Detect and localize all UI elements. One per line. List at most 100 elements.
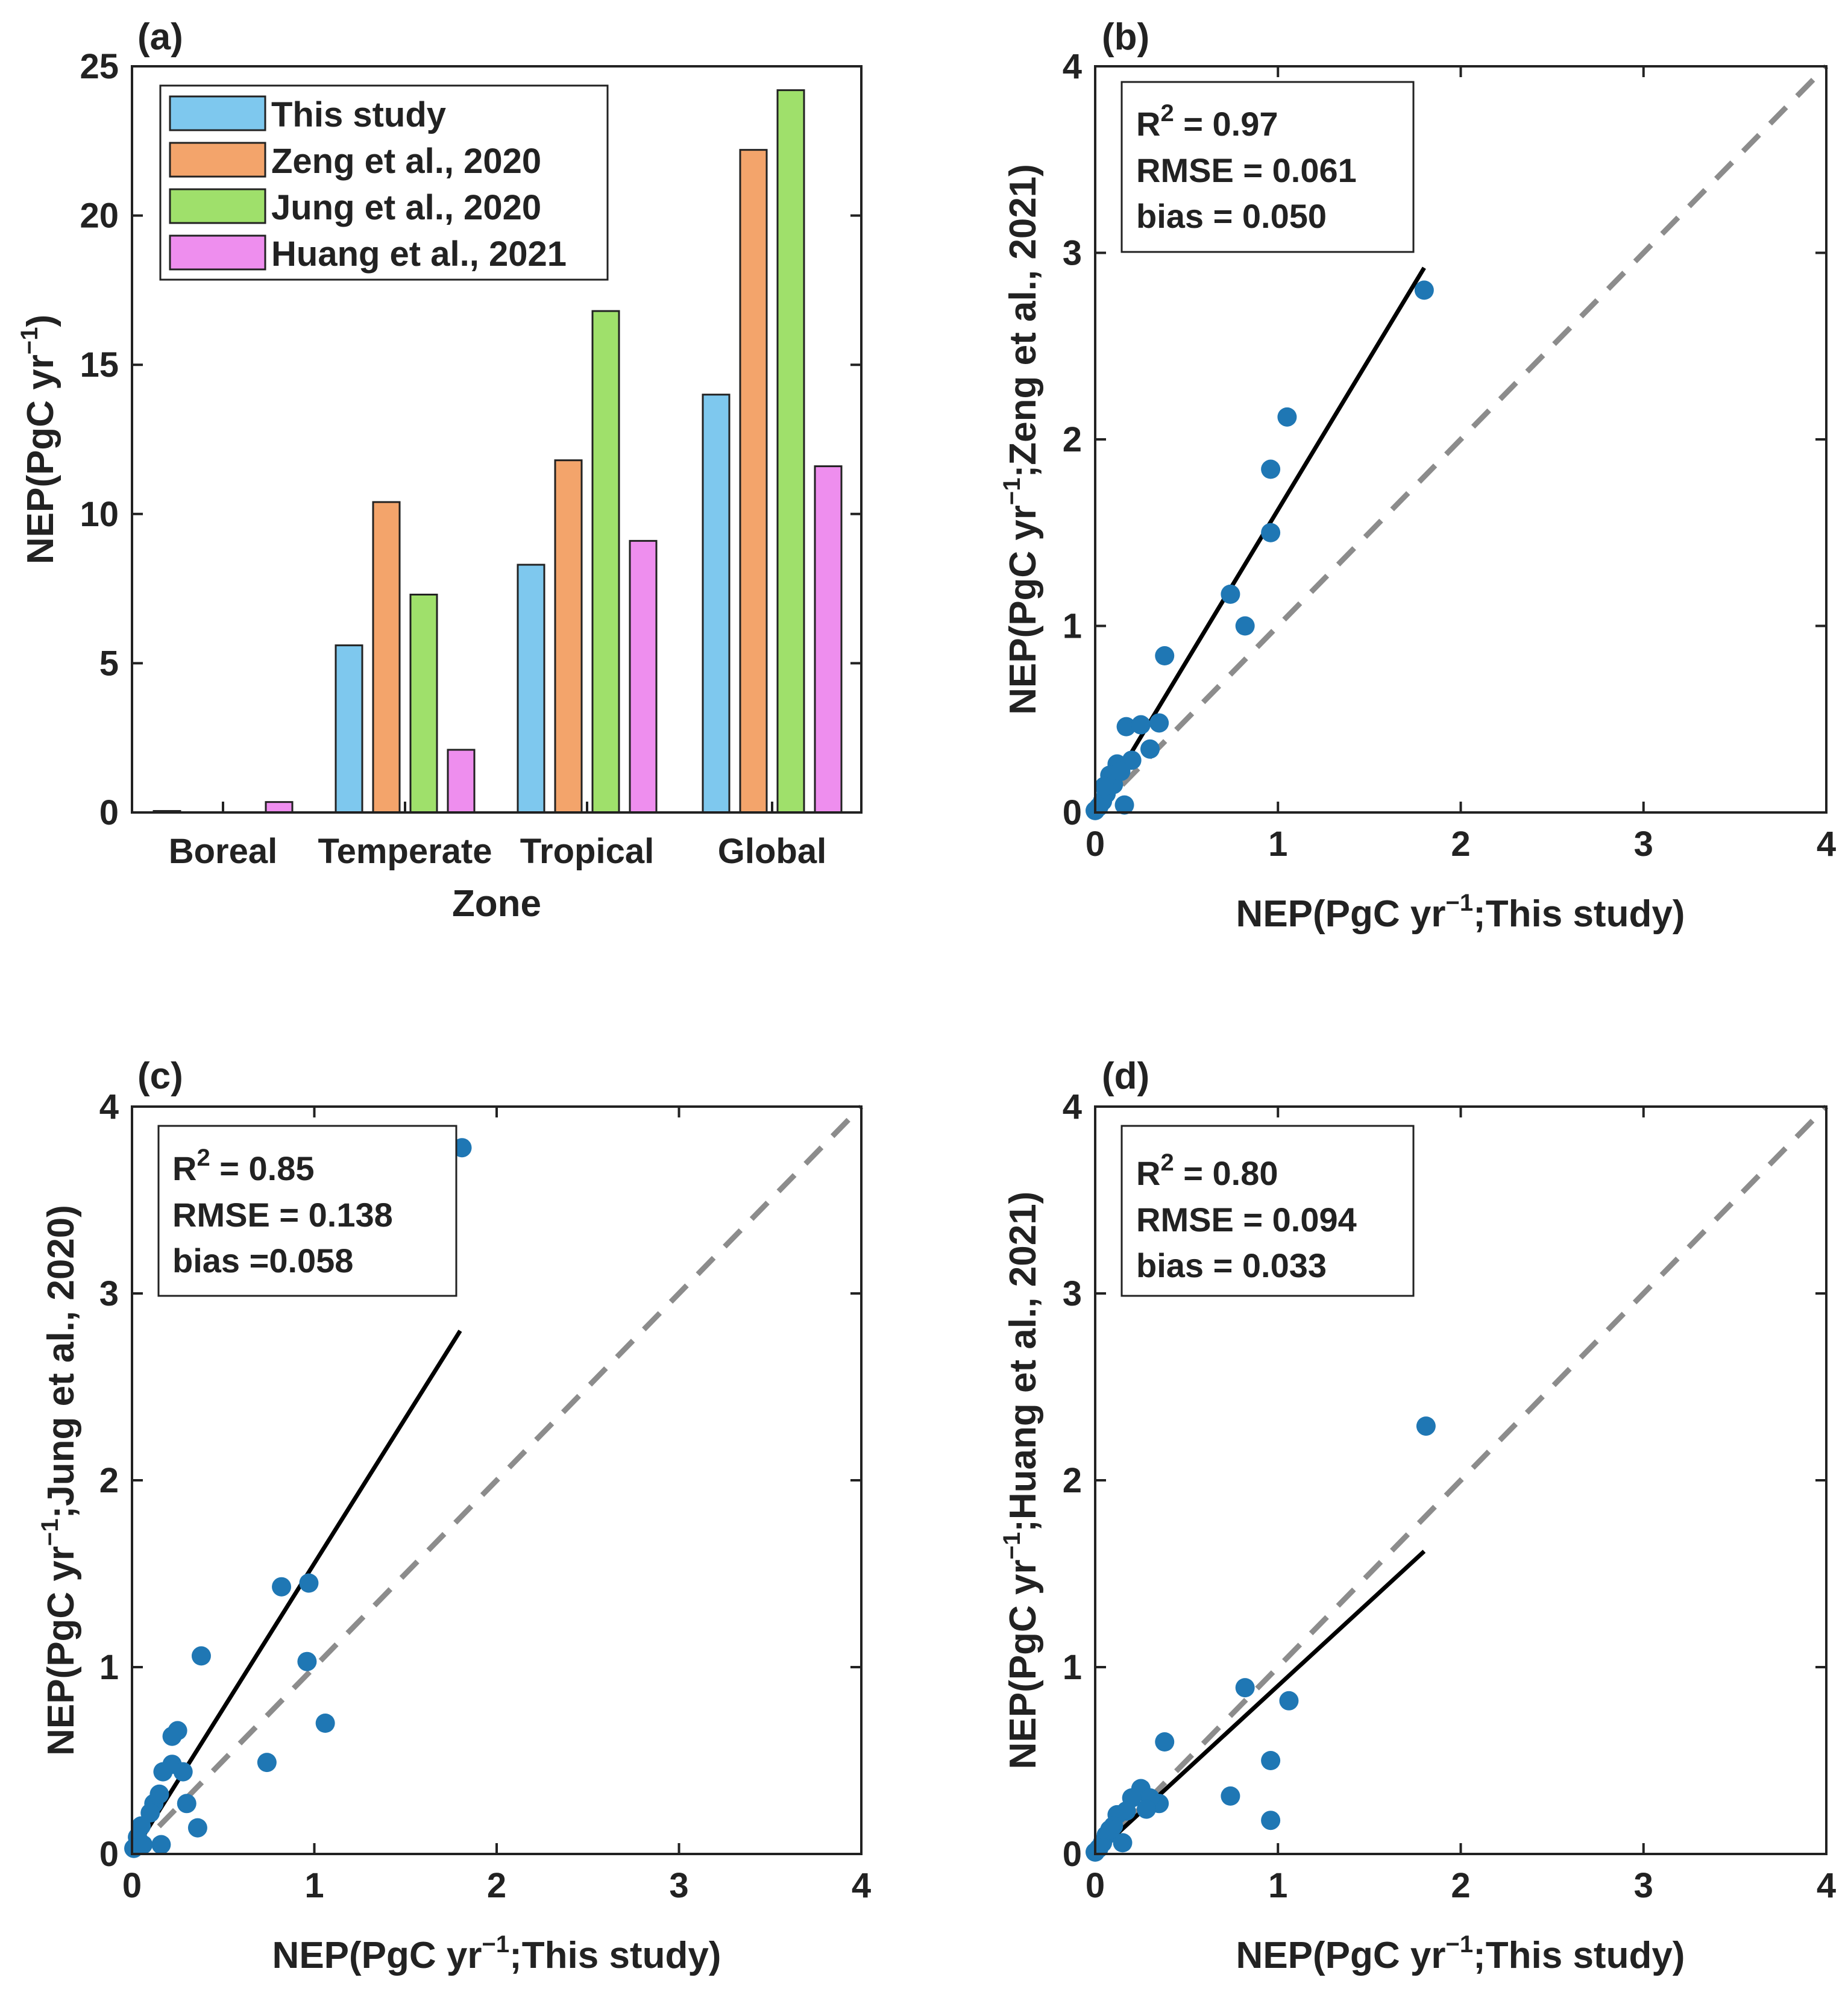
a-ytick-label: 5 bbox=[99, 644, 119, 683]
panel-c-rmse: RMSE = 0.138 bbox=[172, 1196, 393, 1234]
panel-d-bias: bias = 0.033 bbox=[1136, 1246, 1327, 1284]
scatter-point bbox=[153, 1762, 173, 1782]
a-ytick-label: 0 bbox=[99, 793, 119, 832]
panel-b-stats-box: R2 = 0.97 RMSE = 0.061 bias = 0.050 bbox=[1120, 81, 1415, 253]
bar-temperate-series-2 bbox=[409, 594, 438, 814]
panel-a-legend: This study Zeng et al., 2020 Jung et al.… bbox=[159, 84, 609, 281]
scatter-point bbox=[1221, 1786, 1240, 1806]
a-xtick-label-boreal: Boreal bbox=[169, 832, 278, 871]
panel-b-xlabel: NEP(PgC yr−1;This study) bbox=[1236, 890, 1685, 935]
scatter-point bbox=[149, 1784, 169, 1804]
panel-c-label: (c) bbox=[137, 1055, 183, 1097]
xtick-label: 1 bbox=[1268, 825, 1287, 864]
scatter-point bbox=[1261, 1751, 1281, 1770]
a-ytick-label: 25 bbox=[80, 47, 119, 86]
panel-a-axes-box bbox=[131, 65, 863, 814]
panel-c-r2: R2 = 0.85 bbox=[172, 1145, 315, 1187]
scatter-point bbox=[191, 1646, 211, 1666]
stats-box bbox=[157, 1125, 457, 1297]
a-ytick-label: 20 bbox=[80, 196, 119, 236]
panel-d-rmse: RMSE = 0.094 bbox=[1136, 1201, 1357, 1239]
legend-swatch-huang bbox=[169, 234, 266, 271]
scatter-point bbox=[315, 1714, 335, 1733]
scatter-point bbox=[177, 1794, 196, 1814]
panel-d-xlabel: NEP(PgC yr−1;This study) bbox=[1236, 1931, 1685, 1976]
panel-d-axes-box bbox=[1094, 1105, 1828, 1855]
panel-b-rmse: RMSE = 0.061 bbox=[1136, 151, 1357, 189]
scatter-point bbox=[1113, 1833, 1133, 1853]
xtick-label: 3 bbox=[1634, 825, 1653, 864]
scatter-point bbox=[1414, 280, 1434, 300]
xtick-label: 4 bbox=[852, 1866, 871, 1905]
scatter-point bbox=[299, 1573, 319, 1593]
panel-b-ylabel: NEP(PgC yr−1;Zeng et al., 2021) bbox=[999, 164, 1044, 715]
legend-label-zeng: Zeng et al., 2020 bbox=[271, 142, 541, 181]
legend-swatch-jung bbox=[169, 188, 266, 224]
a-ytick-label: 15 bbox=[80, 345, 119, 385]
scatter-point bbox=[1221, 584, 1240, 604]
one-to-one-line bbox=[1093, 64, 1829, 815]
a-xtick-label-tropical: Tropical bbox=[520, 832, 654, 871]
ytick-label: 2 bbox=[1063, 1461, 1082, 1500]
scatter-point bbox=[1131, 715, 1151, 735]
panel-b-r2: R2 = 0.97 bbox=[1136, 100, 1278, 143]
panel-d-r2: R2 = 0.80 bbox=[1136, 1149, 1278, 1192]
panel-b-label: (b) bbox=[1102, 16, 1149, 58]
panel-a-label: (a) bbox=[137, 16, 183, 58]
bar-temperate-series-1 bbox=[372, 501, 401, 814]
scatter-point bbox=[1155, 1732, 1175, 1752]
panel-c-bias: bias =0.058 bbox=[172, 1242, 353, 1280]
scatter-point bbox=[1111, 761, 1131, 781]
scatter-point bbox=[1279, 1691, 1299, 1711]
scatter-point bbox=[1277, 407, 1297, 427]
scatter-point bbox=[1235, 1678, 1255, 1698]
panel-a-xlabel: Zone bbox=[452, 883, 541, 925]
xtick-label: 0 bbox=[122, 1866, 142, 1905]
ytick-label: 3 bbox=[1063, 1274, 1082, 1313]
bar-boreal-series-3 bbox=[265, 801, 294, 814]
scatter-point bbox=[1100, 1820, 1120, 1840]
scatter-point bbox=[1136, 1799, 1156, 1819]
panel-c-scatter: (c) 00 1 1 2 2 3 3 4 4 R2 = 0.85 RMSE = 0.138 bi… bbox=[37, 1055, 871, 1976]
panel-a-bar-chart: (a) 0 5 10 15 20 25 Boreal Temperate Tropical Gl… bbox=[16, 16, 863, 925]
scatter-point bbox=[272, 1577, 292, 1597]
one-to-one-line bbox=[1093, 1104, 1829, 1856]
bar-global-series-0 bbox=[702, 394, 731, 814]
xtick-label: 4 bbox=[1817, 1866, 1836, 1905]
scatter-point bbox=[1155, 646, 1175, 666]
xtick-label: 2 bbox=[487, 1866, 506, 1905]
ytick-label: 2 bbox=[1063, 420, 1082, 459]
scatter-point bbox=[1261, 459, 1281, 479]
legend-label-huang: Huang et al., 2021 bbox=[271, 234, 567, 274]
one-to-one-line bbox=[130, 1104, 864, 1856]
scatter-point bbox=[1116, 717, 1136, 737]
bar-temperate-series-0 bbox=[335, 644, 363, 814]
scatter-point bbox=[151, 1835, 171, 1855]
scatter-point bbox=[452, 1138, 472, 1158]
ytick-label: 1 bbox=[99, 1648, 119, 1687]
scatter-point bbox=[297, 1651, 317, 1671]
panel-c-stats-box: R2 = 0.85 RMSE = 0.138 bias =0.058 bbox=[157, 1125, 457, 1297]
scatter-point bbox=[1095, 776, 1114, 796]
scatter-point bbox=[1140, 739, 1160, 759]
stats-box bbox=[1120, 1125, 1415, 1297]
xtick-label: 0 bbox=[1086, 825, 1105, 864]
ytick-label: 4 bbox=[1063, 47, 1082, 86]
panel-d-stats-box: R2 = 0.80 RMSE = 0.094 bias = 0.033 bbox=[1120, 1125, 1415, 1297]
panel-b-axes-box bbox=[1094, 65, 1828, 814]
scatter-point bbox=[257, 1753, 277, 1773]
ytick-label: 3 bbox=[99, 1274, 119, 1313]
xtick-label: 2 bbox=[1451, 825, 1470, 864]
scatter-point bbox=[162, 1726, 182, 1746]
ytick-label: 2 bbox=[99, 1461, 119, 1500]
panel-b-scatter: (b) 00 1 1 2 2 3 3 4 4 R2 = 0.97 RMSE = 0.061 bi… bbox=[999, 16, 1836, 935]
ytick-label: 4 bbox=[99, 1087, 119, 1126]
bar-tropical-series-3 bbox=[629, 539, 658, 814]
ytick-label: 1 bbox=[1063, 607, 1082, 646]
xtick-label: 3 bbox=[669, 1866, 688, 1905]
ytick-label: 0 bbox=[1063, 1835, 1082, 1874]
scatter-point bbox=[1235, 616, 1255, 636]
xtick-label: 2 bbox=[1451, 1866, 1470, 1905]
bar-tropical-series-1 bbox=[554, 459, 583, 814]
bar-global-series-1 bbox=[739, 149, 768, 814]
